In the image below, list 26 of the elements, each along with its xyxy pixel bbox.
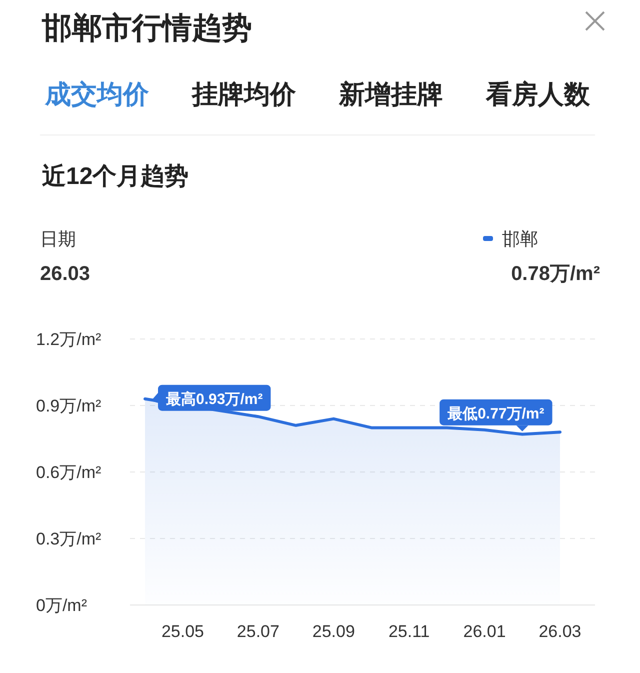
legend: 邯郸 xyxy=(483,229,538,249)
x-tick-label: 26.01 xyxy=(463,622,506,641)
x-tick-label: 25.05 xyxy=(161,622,204,641)
text: 看房人数 xyxy=(485,79,591,109)
text: 成交均价 xyxy=(44,79,150,109)
text: 日期 xyxy=(40,229,76,249)
annotation: 最高0.93万/m² xyxy=(165,390,263,408)
text: 挂牌均价 xyxy=(191,79,297,109)
y-tick-label: 0万/m² xyxy=(36,596,88,615)
text: 26.03 xyxy=(40,263,90,285)
x-tick-label: 26.03 xyxy=(538,622,582,641)
note: 最高0.93万/m² xyxy=(151,384,271,411)
legend-label: 邯郸 xyxy=(502,229,538,249)
y-tick-label: 0.9万/m² xyxy=(36,396,102,416)
text: 新增挂牌 xyxy=(338,79,443,109)
chart-subtitle: 近12个月趋势 xyxy=(42,163,189,190)
y-tick-label: 1.2万/m² xyxy=(36,330,102,349)
x-tick-label: 25.11 xyxy=(388,622,430,641)
annotation: 最低0.77万/m² xyxy=(446,405,544,422)
x-tick-label: 25.09 xyxy=(312,622,355,641)
note: 最低0.77万/m² xyxy=(440,399,552,432)
x-tick-label: 25.07 xyxy=(236,622,280,641)
y-tick-label: 0.6万/m² xyxy=(36,463,102,482)
text: 0.78万/m² xyxy=(511,263,600,285)
chart-title: 邯郸市行情趋势 xyxy=(41,11,252,45)
y-tick-label: 0.3万/m² xyxy=(36,530,102,548)
